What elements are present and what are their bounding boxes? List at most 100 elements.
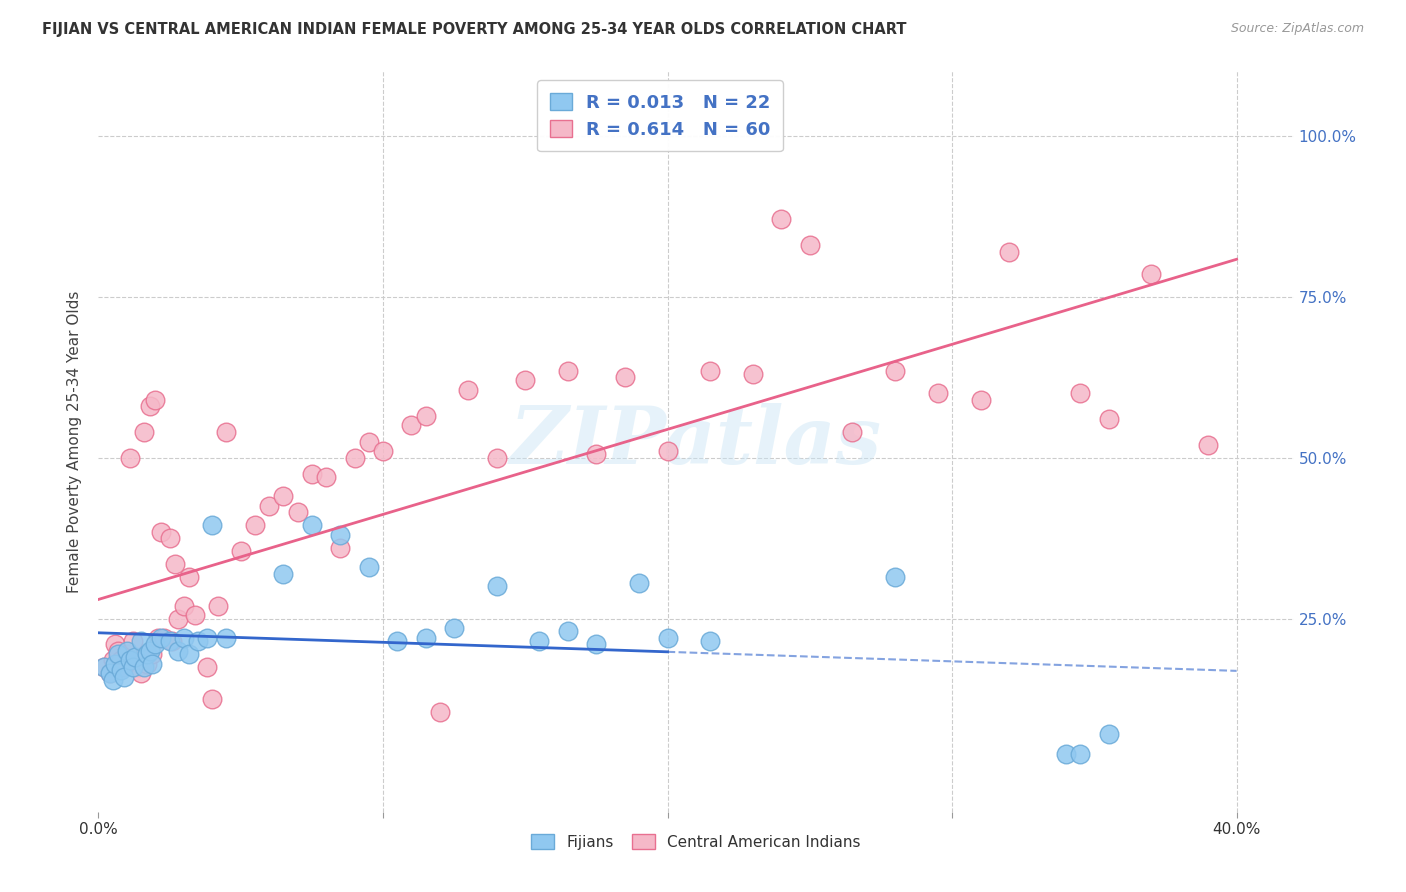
Point [201, 692, 224, 706]
Point [287, 505, 309, 519]
Point [98, 666, 121, 681]
Point [110, 663, 132, 677]
Point [138, 644, 160, 658]
Point [657, 631, 679, 645]
Point [357, 560, 380, 574]
Point [93, 660, 115, 674]
Point [127, 660, 149, 674]
Point [179, 570, 201, 584]
Point [343, 450, 366, 465]
Point [699, 634, 721, 648]
Point [104, 637, 127, 651]
Point [429, 705, 451, 719]
Point [371, 444, 394, 458]
Legend: Fijians, Central American Indians: Fijians, Central American Indians [524, 828, 868, 856]
Point [173, 599, 195, 613]
Point [118, 653, 141, 667]
Point [1054, 747, 1077, 761]
Point [107, 644, 129, 658]
Point [884, 570, 907, 584]
Point [112, 660, 135, 674]
Point [273, 566, 295, 581]
Point [927, 386, 949, 401]
Point [101, 673, 124, 687]
Point [273, 489, 295, 503]
Point [1097, 412, 1119, 426]
Point [301, 467, 323, 481]
Point [1140, 267, 1163, 281]
Point [1097, 727, 1119, 741]
Point [184, 608, 207, 623]
Y-axis label: Female Poverty Among 25-34 Year Olds: Female Poverty Among 25-34 Year Olds [67, 291, 83, 592]
Point [115, 644, 138, 658]
Point [138, 399, 160, 413]
Point [132, 425, 155, 439]
Point [107, 647, 129, 661]
Point [110, 653, 132, 667]
Point [135, 647, 157, 661]
Point [529, 634, 551, 648]
Point [457, 383, 479, 397]
Point [515, 373, 537, 387]
Point [799, 238, 821, 252]
Point [165, 557, 187, 571]
Text: FIJIAN VS CENTRAL AMERICAN INDIAN FEMALE POVERTY AMONG 25-34 YEAR OLDS CORRELATI: FIJIAN VS CENTRAL AMERICAN INDIAN FEMALE… [42, 22, 907, 37]
Point [257, 499, 280, 513]
Point [699, 364, 721, 378]
Point [770, 212, 793, 227]
Point [132, 660, 155, 674]
Point [585, 447, 607, 461]
Point [557, 364, 579, 378]
Point [143, 637, 166, 651]
Point [329, 528, 352, 542]
Point [229, 544, 252, 558]
Point [657, 444, 679, 458]
Point [187, 634, 209, 648]
Point [195, 660, 218, 674]
Point [207, 599, 229, 613]
Point [129, 634, 152, 648]
Point [135, 657, 157, 671]
Point [585, 637, 607, 651]
Point [150, 524, 173, 539]
Point [315, 470, 337, 484]
Point [173, 631, 195, 645]
Point [485, 450, 508, 465]
Point [101, 653, 124, 667]
Point [121, 660, 143, 674]
Point [628, 576, 651, 591]
Point [1069, 747, 1091, 761]
Point [115, 647, 138, 661]
Point [148, 631, 170, 645]
Point [215, 425, 238, 439]
Point [93, 660, 115, 674]
Point [201, 518, 224, 533]
Point [329, 541, 352, 555]
Point [121, 634, 143, 648]
Point [167, 644, 190, 658]
Text: ZIPatlas: ZIPatlas [510, 403, 882, 480]
Point [357, 434, 380, 449]
Point [195, 631, 218, 645]
Point [141, 647, 163, 661]
Point [141, 657, 163, 671]
Point [159, 531, 181, 545]
Point [243, 518, 266, 533]
Point [124, 653, 146, 667]
Point [118, 450, 141, 465]
Point [557, 624, 579, 639]
Point [1069, 386, 1091, 401]
Point [969, 392, 991, 407]
Point [1197, 438, 1219, 452]
Point [104, 657, 127, 671]
Point [401, 418, 423, 433]
Point [385, 634, 409, 648]
Point [998, 244, 1021, 259]
Point [415, 409, 437, 423]
Point [179, 647, 201, 661]
Point [613, 370, 636, 384]
Point [485, 579, 508, 593]
Point [112, 669, 135, 683]
Point [98, 666, 121, 681]
Point [159, 634, 181, 648]
